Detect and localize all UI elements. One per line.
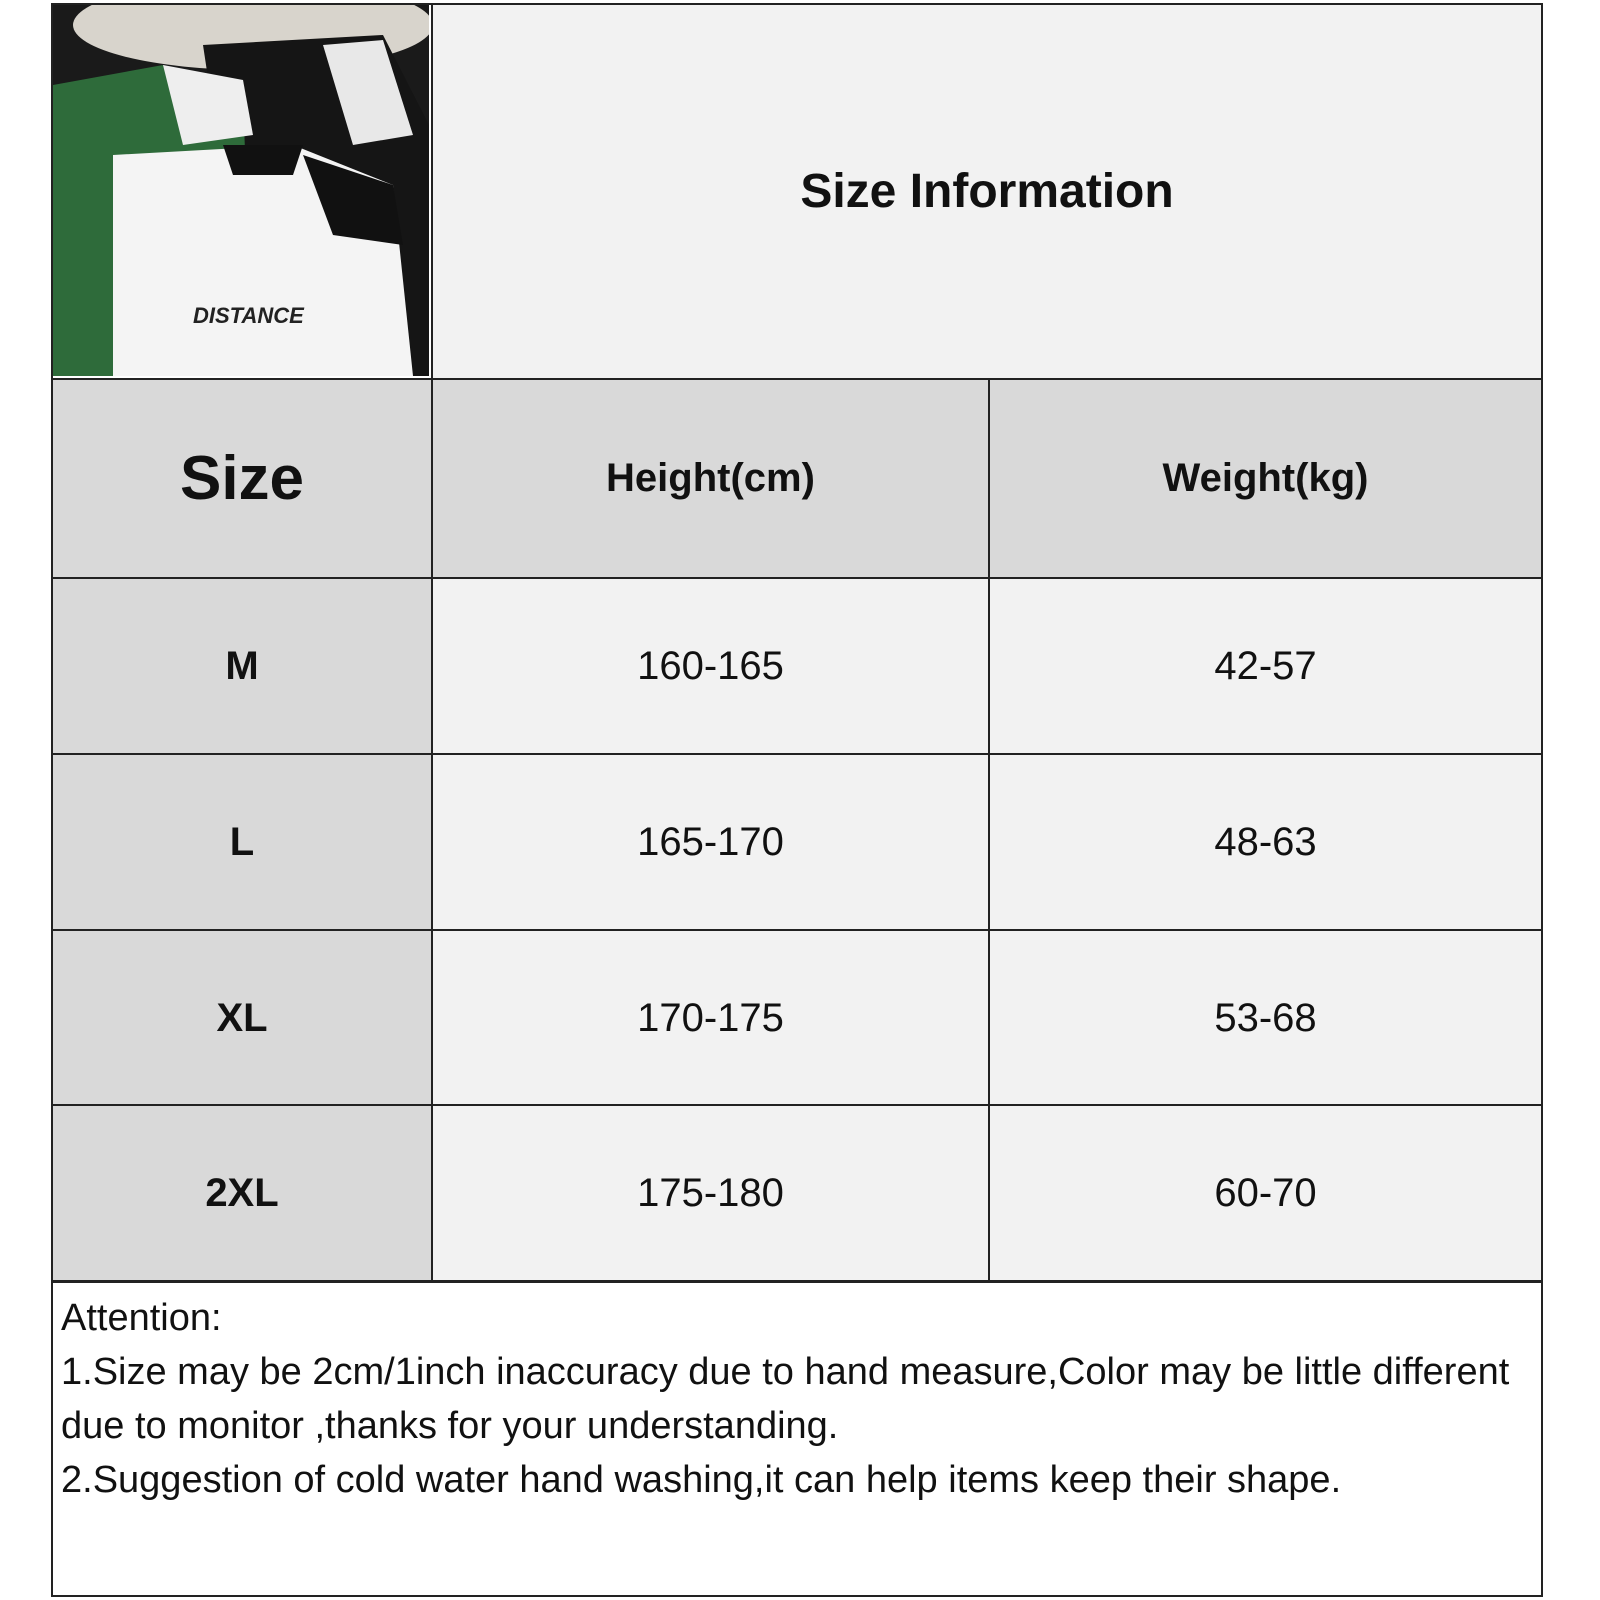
weight-value: 48-63 (1214, 819, 1317, 864)
table-cell-height: 170-175 (431, 929, 990, 1107)
attention-line-2: 2.Suggestion of cold water hand washing,… (61, 1459, 1342, 1501)
height-value: 160-165 (637, 643, 784, 688)
height-value: 170-175 (637, 995, 784, 1040)
weight-value: 53-68 (1214, 995, 1317, 1040)
height-value: 165-170 (637, 819, 784, 864)
header-weight: Weight(kg) (988, 378, 1543, 579)
size-value: L (229, 819, 255, 864)
header-weight-label: Weight(kg) (1162, 456, 1369, 500)
table-cell-size: XL (51, 929, 433, 1107)
table-cell-height: 175-180 (431, 1104, 990, 1282)
table-cell-weight: 48-63 (988, 753, 1543, 931)
size-value: XL (216, 995, 268, 1040)
header-size-label: Size (179, 444, 305, 513)
size-value: M (225, 643, 259, 688)
size-value: 2XL (205, 1170, 279, 1215)
table-cell-weight: 42-57 (988, 577, 1543, 755)
table-cell-height: 160-165 (431, 577, 990, 755)
product-photo: DISTANCE (53, 5, 429, 376)
page-title: Size Information (800, 165, 1174, 218)
table-cell-size: M (51, 577, 433, 755)
table-cell-size: 2XL (51, 1104, 433, 1282)
table-cell-size: L (51, 753, 433, 931)
table-cell-weight: 53-68 (988, 929, 1543, 1107)
table-cell-weight: 60-70 (988, 1104, 1543, 1282)
attention-notes: Attention: 1.Size may be 2cm/1inch inacc… (51, 1281, 1543, 1597)
attention-heading: Attention: (61, 1297, 222, 1339)
table-cell-height: 165-170 (431, 753, 990, 931)
header-height-label: Height(cm) (606, 456, 815, 500)
svg-text:DISTANCE: DISTANCE (193, 303, 305, 328)
weight-value: 42-57 (1214, 643, 1317, 688)
weight-value: 60-70 (1214, 1170, 1317, 1215)
header-size: Size (51, 378, 433, 579)
title-cell: Size Information (431, 3, 1543, 380)
height-value: 175-180 (637, 1170, 784, 1215)
header-height: Height(cm) (431, 378, 990, 579)
attention-line-1: 1.Size may be 2cm/1inch inaccuracy due t… (61, 1351, 1510, 1447)
